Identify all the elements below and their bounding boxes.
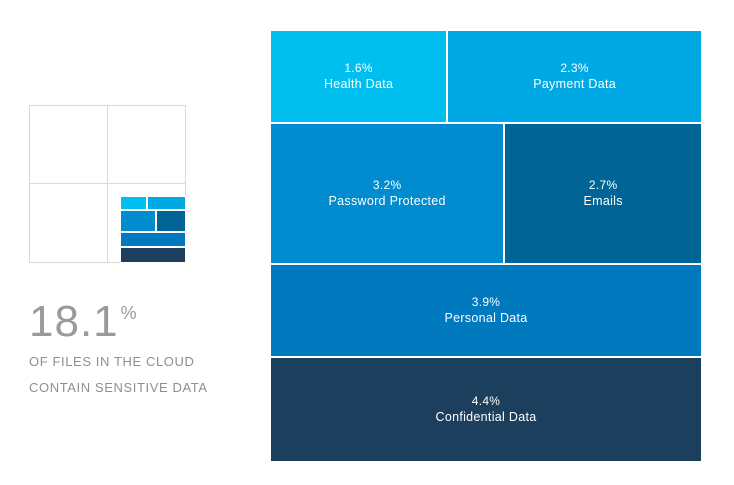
sensitive-data-treemap: 1.6% Health Data 2.3% Payment Data 3.2% Passw… [270,30,702,462]
stat-unit: % [120,303,137,323]
tile-value-label: 3.2% [372,177,402,192]
mini-treemap-icon [29,105,186,263]
sensitive-data-stat: 18.1% OF FILES IN THE CLOUD CONTAIN SENS… [29,297,259,396]
mini-grid-vertical-line [107,106,108,262]
stat-caption-line-1: OF FILES IN THE CLOUD [29,354,195,369]
treemap-tile-emails: 2.7% Emails [504,123,702,264]
mini-tile-health-data [120,196,148,211]
mini-tile-emails [155,210,186,233]
stat-number: 18.1 [29,297,119,346]
tile-category-label: Confidential Data [435,409,537,424]
treemap-tile-health-data: 1.6% Health Data [270,30,448,124]
tile-value-label: 1.6% [344,61,373,76]
mini-tile-payment-data [147,196,186,211]
stat-caption-line-2: CONTAIN SENSITIVE DATA [29,380,208,395]
treemap-tile-confidential-data: 4.4% Confidential Data [270,356,702,462]
tile-category-label: Health Data [323,77,394,92]
tile-category-label: Payment Data [533,77,616,92]
tile-category-label: Password Protected [328,193,446,208]
mini-treemap-thumbnail [120,196,186,263]
treemap-tile-payment-data: 2.3% Payment Data [447,30,702,124]
tile-value-label: 3.9% [471,294,501,309]
treemap-tile-personal-data: 3.9% Personal Data [270,263,702,357]
mini-grid-horizontal-line [30,183,185,184]
tile-value-label: 4.4% [471,393,501,408]
tile-value-label: 2.3% [560,61,589,76]
tile-value-label: 2.7% [588,177,618,192]
mini-tile-password-protected [120,210,156,233]
mini-tile-confidential-data [120,246,186,263]
tile-category-label: Emails [583,193,623,208]
tile-category-label: Personal Data [444,310,528,325]
treemap-tile-password-protected: 3.2% Password Protected [270,123,505,264]
mini-tile-personal-data [120,232,186,247]
